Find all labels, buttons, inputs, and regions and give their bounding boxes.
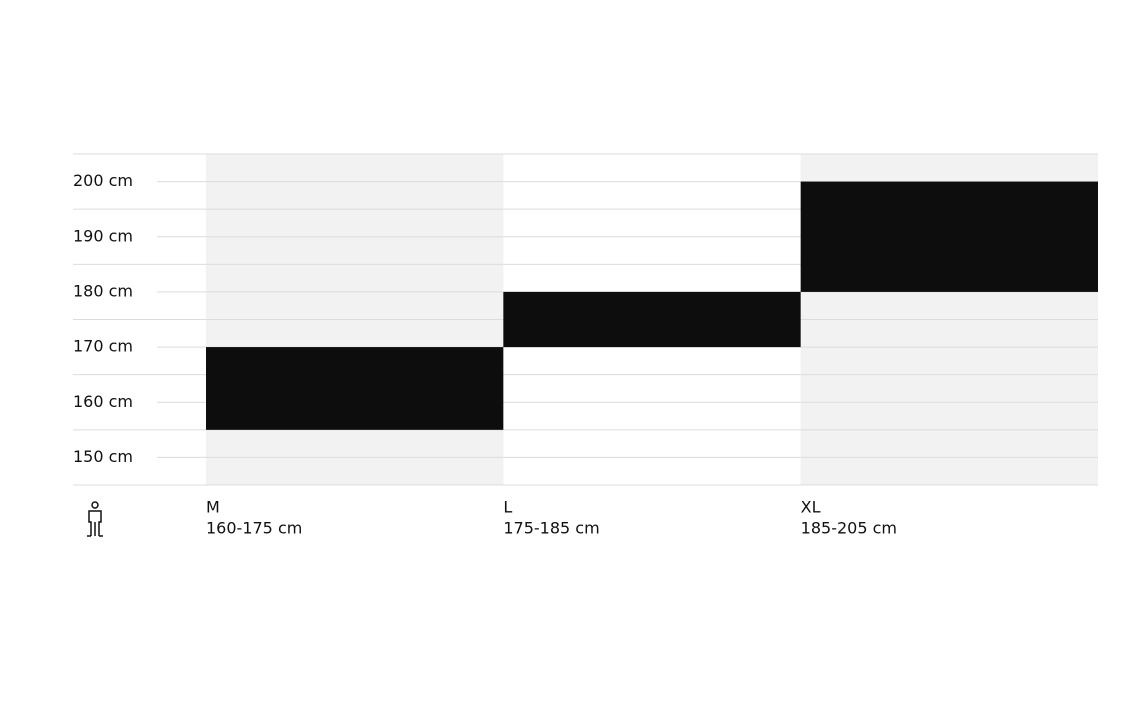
range-label: 175-185 cm bbox=[503, 519, 599, 538]
person-icon bbox=[87, 501, 103, 537]
y-tick-label: 170 cm bbox=[73, 337, 133, 356]
category-label: XL bbox=[801, 498, 821, 517]
bar bbox=[206, 347, 504, 430]
category-label: L bbox=[503, 498, 512, 517]
y-tick-label: 190 cm bbox=[73, 226, 133, 245]
y-tick-label: 160 cm bbox=[73, 392, 133, 411]
y-tick-label: 150 cm bbox=[73, 447, 133, 466]
y-tick-label: 180 cm bbox=[73, 281, 133, 300]
category-label: M bbox=[206, 498, 220, 517]
bar bbox=[503, 291, 801, 348]
range-label: 160-175 cm bbox=[206, 519, 302, 538]
range-label: 185-205 cm bbox=[801, 519, 897, 538]
y-tick-label: 200 cm bbox=[73, 171, 133, 190]
bar bbox=[800, 181, 1098, 292]
